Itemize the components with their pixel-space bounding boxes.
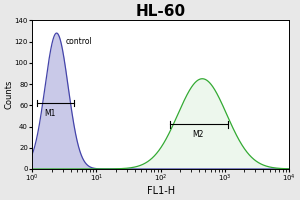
X-axis label: FL1-H: FL1-H [146,186,175,196]
Text: control: control [66,37,92,46]
Text: M1: M1 [44,109,55,118]
Text: M2: M2 [192,130,203,139]
Title: HL-60: HL-60 [136,4,186,19]
Y-axis label: Counts: Counts [4,80,13,109]
